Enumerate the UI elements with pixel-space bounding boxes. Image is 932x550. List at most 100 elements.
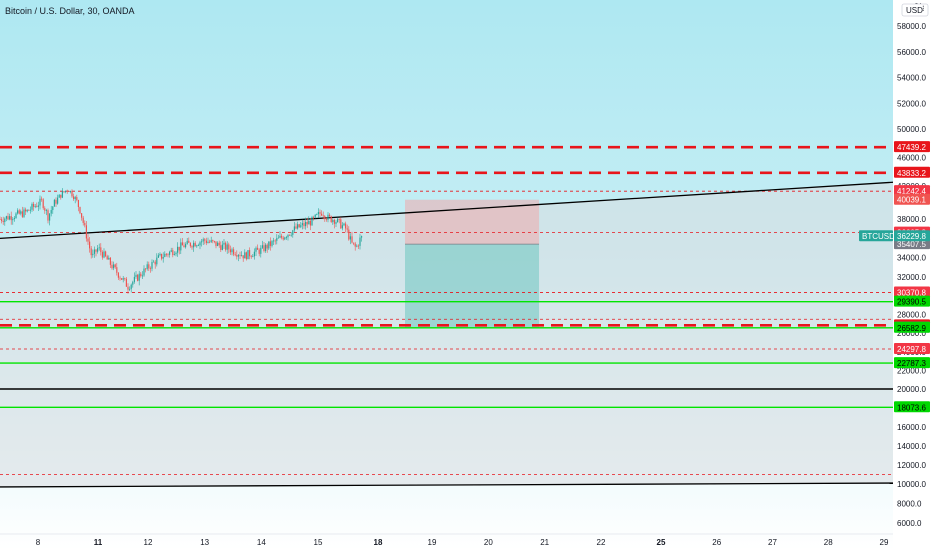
- candle-body-123: [196, 245, 198, 247]
- candle-body-40: [63, 191, 65, 192]
- candle-body-158: [252, 256, 254, 258]
- candle-body-135: [215, 241, 217, 247]
- candle-body-216: [345, 223, 347, 229]
- candle-body-31: [49, 213, 51, 221]
- price-label-2: 43833.2: [897, 169, 926, 178]
- candle-body-176: [281, 235, 283, 238]
- price-label-bg-13: [894, 357, 930, 369]
- channel-shading: [0, 182, 893, 487]
- candle-body-194: [309, 220, 311, 226]
- price-label-1: 47439.2: [897, 143, 926, 152]
- candle-body-42: [66, 190, 68, 192]
- candle-body-220: [351, 236, 353, 243]
- candle-body-65: [103, 251, 105, 258]
- svg-text:⁝: ⁝: [922, 4, 925, 13]
- candle-body-211: [337, 218, 339, 223]
- candle-body-140: [223, 242, 225, 245]
- candle-body-165: [263, 245, 265, 252]
- candle-body-181: [289, 234, 291, 236]
- currency-button[interactable]: USD ⁝: [901, 3, 929, 17]
- candle-body-163: [260, 247, 262, 254]
- time-scale[interactable]: 8 11 12 13 14 15 18 19 20 21 22 25 26 27 28 29: [0, 533, 893, 547]
- candle-body-95: [151, 261, 153, 269]
- candle-body-175: [279, 235, 281, 238]
- candle-body-101: [161, 253, 163, 259]
- candle-body-8: [12, 219, 14, 221]
- candle-body-59: [93, 249, 95, 254]
- price-scale-background: [893, 0, 932, 550]
- ytick-label-16: 46000.0: [897, 153, 926, 162]
- candle-body-167: [266, 244, 268, 249]
- candle-body-79: [125, 278, 127, 287]
- candle-body-58: [92, 253, 94, 256]
- candle-body-180: [287, 234, 289, 238]
- candle-body-77: [122, 278, 124, 280]
- candle-body-54: [85, 225, 87, 239]
- candle-body-131: [209, 241, 211, 243]
- candle-body-115: [183, 245, 185, 248]
- candle-body-164: [261, 245, 263, 248]
- candle-body-1: [1, 219, 3, 221]
- candle-body-0: [0, 219, 1, 220]
- candle-body-209: [333, 219, 335, 224]
- candle-body-16: [25, 209, 27, 212]
- candle-body-11: [17, 210, 19, 214]
- xtick-label-13: 27: [768, 538, 777, 547]
- candle-body-88: [140, 273, 142, 277]
- candle-body-184: [293, 226, 295, 231]
- xtick-label-6: 18: [374, 538, 383, 547]
- position-box[interactable]: [405, 199, 540, 328]
- candle-body-75: [119, 277, 121, 279]
- candle-body-215: [343, 223, 345, 226]
- candle-body-7: [10, 216, 12, 221]
- candle-body-119: [189, 242, 191, 247]
- candle-body-201: [321, 213, 323, 216]
- candle-body-107: [170, 250, 172, 252]
- candle-body-171: [273, 240, 275, 242]
- candle-body-224: [357, 245, 359, 247]
- price-label-6: 35407.5: [897, 240, 926, 249]
- candle-body-60: [95, 249, 97, 252]
- candle-body-130: [207, 241, 209, 244]
- candle-body-86: [137, 274, 139, 281]
- price-label-bg-14: [894, 401, 930, 413]
- candle-body-3: [4, 218, 6, 222]
- candle-body-72: [114, 264, 116, 268]
- xtick-label-2: 12: [144, 538, 153, 547]
- symbol-tag: BTCUSD: [862, 232, 895, 241]
- candle-body-179: [285, 237, 287, 239]
- current-price-label: 36229.8: [897, 232, 926, 241]
- price-labels: 47439.243833.241242.440039.136605.335407…: [859, 141, 930, 413]
- symbol-tag-bg: [859, 230, 893, 242]
- candle-body-49: [77, 200, 79, 207]
- price-label-bg-8: [894, 295, 930, 307]
- candle-body-191: [305, 221, 307, 227]
- price-label-bg-1: [894, 141, 930, 153]
- price-candles: [0, 188, 363, 294]
- candle-body-195: [311, 217, 313, 226]
- candle-body-213: [340, 219, 342, 229]
- candle-body-193: [308, 220, 310, 225]
- candle-body-170: [271, 241, 273, 246]
- candle-body-74: [117, 272, 119, 278]
- candle-body-106: [169, 251, 171, 255]
- candle-body-169: [269, 241, 271, 246]
- candle-body-138: [220, 245, 222, 250]
- candle-body-206: [329, 214, 331, 217]
- candle-body-159: [253, 251, 255, 257]
- candle-body-104: [165, 253, 167, 255]
- candle-body-43: [68, 191, 70, 193]
- candle-body-23: [36, 206, 38, 207]
- candle-body-162: [258, 249, 260, 254]
- candle-body-173: [276, 238, 278, 241]
- candle-body-218: [348, 229, 350, 240]
- candle-body-38: [60, 194, 62, 198]
- candle-body-57: [90, 248, 92, 256]
- candle-body-26: [41, 198, 43, 200]
- candle-body-129: [205, 240, 207, 244]
- candle-body-128: [204, 239, 206, 241]
- xtick-label-7: 19: [428, 538, 437, 547]
- candle-body-70: [111, 264, 113, 269]
- channel-lines: [0, 181, 894, 488]
